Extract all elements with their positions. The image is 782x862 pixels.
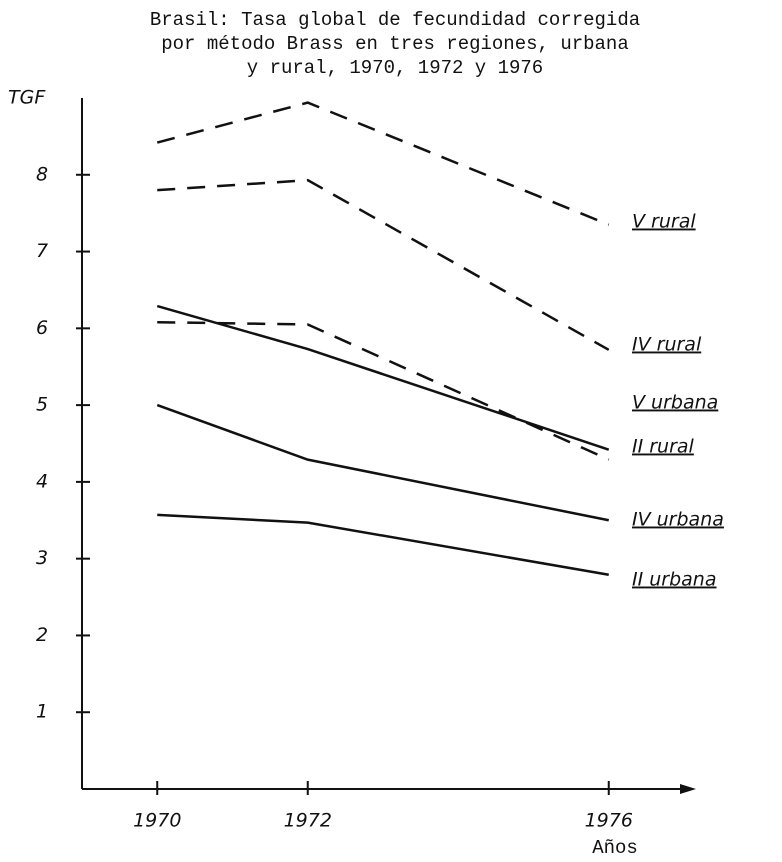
series-label: V urbana	[632, 392, 718, 414]
y-tick-label: 5	[36, 394, 48, 416]
series-line	[156, 101, 610, 226]
series-line	[157, 513, 609, 577]
chart-title: por método Brass en tres regiones, urban…	[161, 33, 628, 55]
y-tick-label: 4	[36, 470, 48, 492]
series-label: IV rural	[632, 334, 702, 356]
x-tick-label: 1970	[133, 810, 181, 832]
y-tick-label: 2	[36, 624, 48, 646]
chart-title: Brasil: Tasa global de fecundidad correg…	[150, 9, 640, 31]
y-tick-label: 3	[36, 547, 48, 569]
series-line	[157, 178, 610, 351]
series-label: IV urbana	[632, 509, 724, 531]
series-label: II rural	[632, 436, 695, 458]
y-axis-label: TGF	[8, 87, 46, 109]
x-axis-label: Años	[592, 837, 638, 859]
series-line	[156, 304, 610, 451]
y-tick-label: 1	[36, 701, 48, 723]
y-tick-label: 6	[36, 317, 48, 339]
x-tick-label: 1976	[585, 810, 633, 832]
series-line	[156, 403, 609, 522]
x-axis-arrow	[680, 784, 696, 794]
chart-title: y rural, 1970, 1972 y 1976	[247, 57, 543, 79]
y-tick-label: 8	[36, 163, 48, 185]
series-line	[157, 320, 610, 461]
x-tick-label: 1972	[284, 810, 332, 832]
y-tick-label: 7	[36, 240, 48, 262]
series-label: II urbana	[632, 569, 717, 591]
series-label: V rural	[632, 211, 696, 233]
